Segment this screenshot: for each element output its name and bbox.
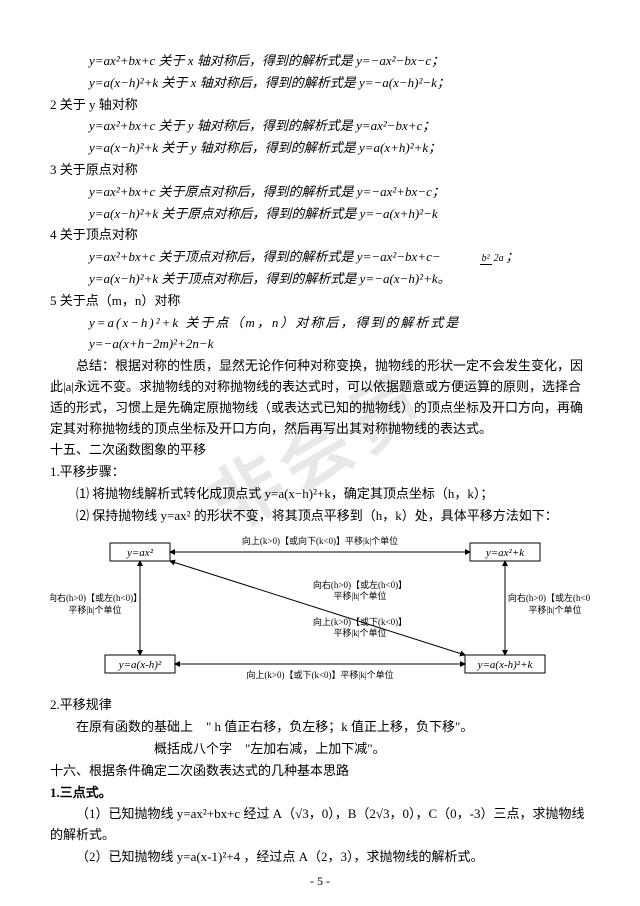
box-tl: y=ax² (126, 547, 154, 559)
section-16: 十六、根据条件确定二次函数表达式的几种基本思路 (50, 761, 590, 782)
s15-2-2: 概括成八个字 "左加右减，上加下减"。 (50, 739, 590, 760)
s15-1: 1.平移步骤： (50, 462, 590, 483)
translation-diagram: y=ax² y=ax²+k y=a(x-h)² y=a(x-h)²+k 向上(k… (50, 533, 590, 683)
s16-1-1: （1）已知抛物线 y=ax²+bx+c 经过 A（√3，0），B（2√3，0），… (50, 804, 590, 846)
line-3a: y=ax²+bx+c 关于原点对称后，得到的解析式是 y=−ax²+bx−c； (50, 182, 590, 203)
line-5b: y=−a(x+h−2m)²+2n−k (50, 334, 590, 355)
label-bottom: 向上(k>0)【或下(k<0)】平移|k|个单位 (246, 669, 393, 680)
svg-text:平移|h|个单位: 平移|h|个单位 (528, 604, 581, 615)
svg-text:向右(h>0)【或左(h<0)】: 向右(h>0)【或左(h<0)】 (50, 592, 142, 603)
document-content: y=ax²+bx+c 关于 x 轴对称后，得到的解析式是 y=−ax²−bx−c… (50, 51, 590, 868)
svg-text:平移|h|个单位: 平移|h|个单位 (68, 604, 121, 615)
line-5a: y=a(x−h)²+k 关于点（m，n）对称后，得到的解析式是 (50, 313, 590, 334)
heading-5: 5 关于点（m，n）对称 (50, 291, 590, 312)
s15-1-2: ⑵ 保持抛物线 y=ax² 的形状不变，将其顶点平移到（h，k）处，具体平移方法… (50, 506, 590, 527)
line-4b: y=a(x−h)²+k 关于顶点对称后，得到的解析式是 y=−a(x−h)²+k… (50, 269, 590, 290)
label-top: 向上(k>0)【或向下(k<0)】平移|k|个单位 (242, 535, 398, 546)
line-2b: y=a(x−h)²+k 关于 y 轴对称后，得到的解析式是 y=a(x+h)²+… (50, 138, 590, 159)
s15-2-1: 在原有函数的基础上 " h 值正右移，负左移；k 值正上移，负下移"。 (50, 717, 590, 738)
svg-text:平移|h|个单位: 平移|h|个单位 (333, 590, 386, 601)
s16-1-2: （2）已知抛物线 y=a(x-1)²+4 ，经过点 A（2，3），求抛物线的解析… (50, 847, 590, 868)
heading-2: 2 关于 y 轴对称 (50, 95, 590, 116)
box-bl: y=a(x-h)² (118, 659, 162, 671)
s15-2: 2.平移规律 (50, 695, 590, 716)
svg-text:平移|k|个单位: 平移|k|个单位 (333, 627, 386, 638)
s15-1-1: ⑴ 将抛物线解析式转化成顶点式 y=a(x−h)²+k，确定其顶点坐标（h，k）… (50, 484, 590, 505)
line-2a: y=ax²+bx+c 关于 y 轴对称后，得到的解析式是 y=ax²−bx+c； (50, 116, 590, 137)
section-15: 十五、二次函数图象的平移 (50, 440, 590, 461)
line-3b: y=a(x−h)²+k 关于原点对称后，得到的解析式是 y=−a(x+h)²−k (50, 204, 590, 225)
svg-text:向右(h>0)【或左(h<0)】: 向右(h>0)【或左(h<0)】 (313, 579, 407, 590)
line-4a: y=ax²+bx+c 关于顶点对称后，得到的解析式是 y=−ax²−bx+c−b… (50, 247, 590, 268)
heading-4: 4 关于顶点对称 (50, 225, 590, 246)
heading-3: 3 关于原点对称 (50, 160, 590, 181)
svg-text:向上(k>0)【或下(k<0)】: 向上(k>0)【或下(k<0)】 (313, 616, 407, 627)
s16-1: 1.三点式。 (50, 783, 590, 804)
box-br: y=a(x-h)²+k (477, 659, 534, 671)
svg-text:向右(h>0)【或左(h<0)】: 向右(h>0)【或左(h<0)】 (508, 592, 590, 603)
page-number: - 5 - (0, 872, 640, 891)
summary: 总结：根据对称的性质，显然无论作何种对称变换，抛物线的形状一定不会发生变化，因此… (50, 356, 590, 439)
line-1b: y=a(x−h)²+k 关于 x 轴对称后，得到的解析式是 y=−a(x−h)²… (50, 73, 590, 94)
box-tr: y=ax²+k (485, 547, 525, 559)
line-1a: y=ax²+bx+c 关于 x 轴对称后，得到的解析式是 y=−ax²−bx−c… (50, 51, 590, 72)
